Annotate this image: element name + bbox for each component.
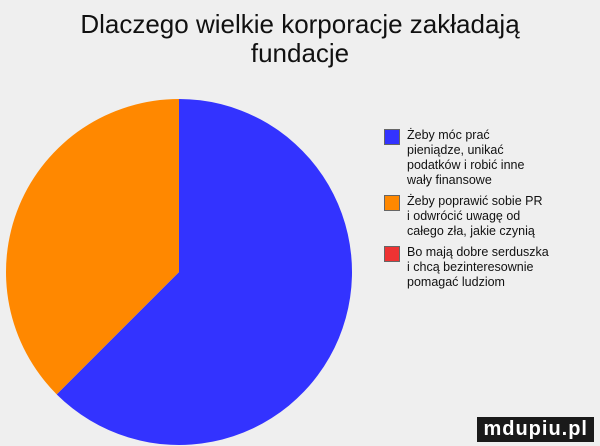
legend-swatch-red xyxy=(384,246,400,262)
legend-entry-3: Bo mają dobre serduszka i chcą bezintere… xyxy=(384,245,599,290)
legend-swatch-orange xyxy=(384,195,400,211)
legend-entry-2: Żeby poprawić sobie PR i odwrócić uwagę … xyxy=(384,194,599,239)
title-line-2: fundacje xyxy=(250,38,350,68)
legend: Żeby móc prać pieniądze, unikać podatków… xyxy=(384,128,599,296)
pie-slice-1 xyxy=(56,99,353,445)
legend-label-1: Żeby móc prać pieniądze, unikać podatków… xyxy=(407,128,525,187)
pie-slice-2 xyxy=(6,99,180,395)
chart-title: Dlaczego wielkie korporacje zakładają fu… xyxy=(0,10,600,68)
legend-label-3: Bo mają dobre serduszka i chcą bezintere… xyxy=(407,245,549,289)
legend-entry-1: Żeby móc prać pieniądze, unikać podatków… xyxy=(384,128,599,188)
legend-swatch-blue xyxy=(384,129,400,145)
legend-label-2: Żeby poprawić sobie PR i odwrócić uwagę … xyxy=(407,194,543,238)
watermark-logo: mdupiu.pl xyxy=(477,417,594,442)
title-line-1: Dlaczego wielkie korporacje zakładają xyxy=(80,9,520,39)
